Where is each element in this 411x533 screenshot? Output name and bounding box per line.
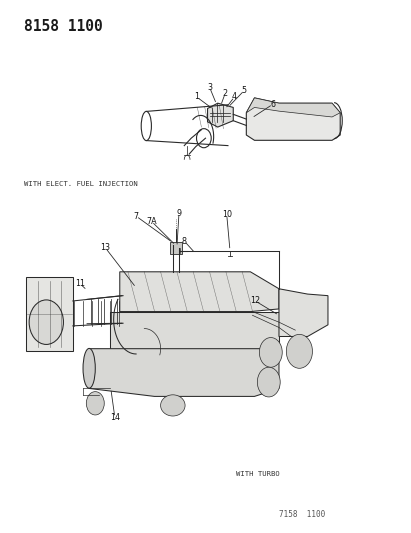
- Circle shape: [86, 392, 104, 415]
- Ellipse shape: [161, 395, 185, 416]
- Ellipse shape: [83, 349, 95, 388]
- Polygon shape: [279, 289, 328, 336]
- Polygon shape: [208, 103, 233, 127]
- Text: 8158 1100: 8158 1100: [24, 19, 103, 34]
- Text: 9: 9: [176, 209, 182, 218]
- Circle shape: [259, 337, 282, 367]
- Circle shape: [29, 300, 63, 344]
- Polygon shape: [246, 98, 340, 117]
- Text: 7158  1100: 7158 1100: [279, 510, 325, 519]
- Polygon shape: [26, 277, 73, 351]
- Text: WITH TURBO: WITH TURBO: [236, 471, 280, 478]
- Text: WITH ELECT. FUEL INJECTION: WITH ELECT. FUEL INJECTION: [24, 181, 138, 187]
- Text: 11: 11: [75, 279, 85, 288]
- Text: 7: 7: [134, 212, 139, 221]
- Text: 10: 10: [222, 210, 232, 219]
- Polygon shape: [120, 272, 279, 312]
- Text: 1: 1: [194, 92, 199, 101]
- Bar: [170, 242, 182, 254]
- Circle shape: [286, 334, 312, 368]
- Polygon shape: [110, 312, 279, 349]
- Text: 5: 5: [242, 86, 247, 95]
- Text: 6: 6: [270, 100, 275, 109]
- Circle shape: [257, 367, 280, 397]
- Polygon shape: [246, 98, 340, 140]
- Text: 7A: 7A: [146, 217, 157, 226]
- Text: 14: 14: [110, 413, 120, 422]
- Text: 2: 2: [222, 89, 228, 98]
- Text: 8: 8: [182, 237, 187, 246]
- Text: 13: 13: [100, 244, 111, 253]
- Text: 12: 12: [250, 296, 260, 305]
- Polygon shape: [89, 349, 279, 397]
- Text: 3: 3: [207, 83, 212, 92]
- Text: 4: 4: [232, 92, 237, 101]
